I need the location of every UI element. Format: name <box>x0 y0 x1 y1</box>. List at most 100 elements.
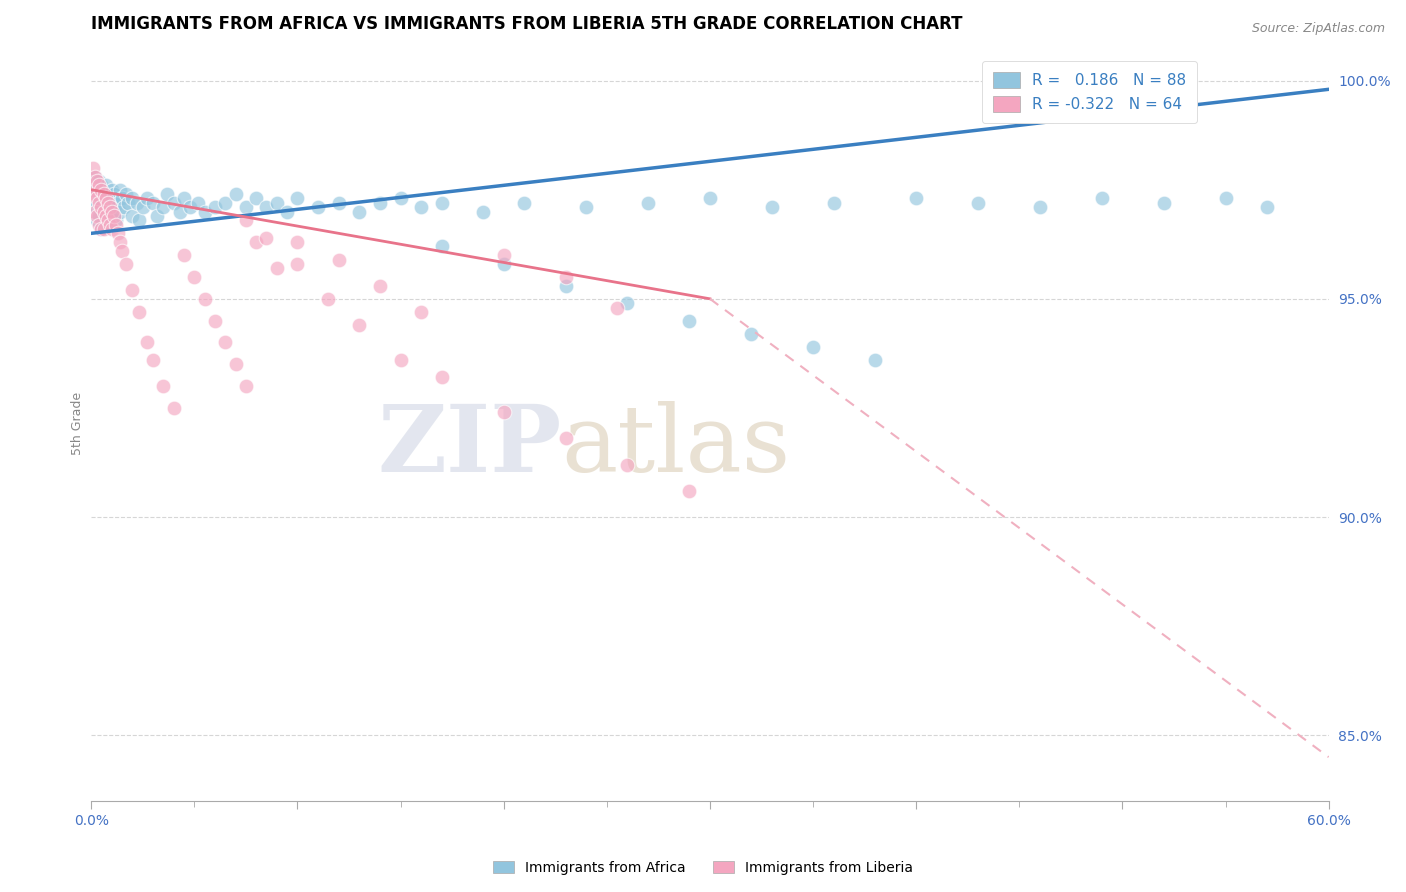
Point <box>389 191 412 205</box>
Point <box>266 195 288 210</box>
Point <box>93 183 115 197</box>
Point <box>98 218 121 232</box>
Point <box>156 187 179 202</box>
Point <box>108 235 131 249</box>
Point <box>328 252 350 267</box>
Point <box>82 161 104 175</box>
Point <box>492 248 515 262</box>
Point <box>163 401 186 415</box>
Point <box>82 183 104 197</box>
Point <box>740 326 762 341</box>
Point <box>121 209 143 223</box>
Point <box>94 178 117 193</box>
Point <box>115 187 138 202</box>
Point <box>93 204 115 219</box>
Point <box>94 191 117 205</box>
Point <box>616 458 638 472</box>
Point <box>173 191 195 205</box>
Point <box>307 200 329 214</box>
Point <box>492 257 515 271</box>
Point <box>90 183 112 197</box>
Point <box>606 301 628 315</box>
Point <box>276 204 298 219</box>
Point <box>430 239 453 253</box>
Point <box>82 183 104 197</box>
Point <box>89 218 111 232</box>
Point <box>1256 200 1278 214</box>
Point <box>94 200 117 214</box>
Point <box>89 191 111 205</box>
Point <box>104 191 127 205</box>
Point <box>98 191 121 205</box>
Point <box>107 227 129 241</box>
Point <box>411 200 433 214</box>
Point <box>111 191 134 205</box>
Point <box>90 195 112 210</box>
Point <box>90 222 112 236</box>
Point <box>637 195 659 210</box>
Point <box>173 248 195 262</box>
Point <box>94 218 117 232</box>
Point <box>125 195 148 210</box>
Point <box>225 187 247 202</box>
Point <box>84 200 107 214</box>
Point <box>101 204 124 219</box>
Point <box>245 235 267 249</box>
Point <box>103 204 125 219</box>
Point <box>187 195 209 210</box>
Point <box>256 200 278 214</box>
Point <box>128 213 150 227</box>
Point <box>84 204 107 219</box>
Point <box>103 187 125 202</box>
Point <box>135 335 157 350</box>
Point <box>761 200 783 214</box>
Point <box>169 204 191 219</box>
Point <box>235 379 257 393</box>
Point <box>368 195 391 210</box>
Point <box>135 191 157 205</box>
Point <box>863 352 886 367</box>
Point <box>101 200 124 214</box>
Text: ZIP: ZIP <box>377 401 561 491</box>
Point <box>103 209 125 223</box>
Point <box>90 178 112 193</box>
Point <box>967 195 990 210</box>
Point <box>1091 191 1114 205</box>
Point <box>117 195 139 210</box>
Point <box>1029 200 1052 214</box>
Point <box>93 187 115 202</box>
Point <box>430 195 453 210</box>
Point <box>89 178 111 193</box>
Point <box>699 191 721 205</box>
Point <box>98 200 121 214</box>
Point <box>111 244 134 258</box>
Point <box>115 257 138 271</box>
Point <box>245 191 267 205</box>
Point <box>101 222 124 236</box>
Point <box>389 352 412 367</box>
Point <box>108 204 131 219</box>
Point <box>97 213 120 227</box>
Legend: R =   0.186   N = 88, R = -0.322   N = 64: R = 0.186 N = 88, R = -0.322 N = 64 <box>981 61 1198 123</box>
Point <box>194 204 217 219</box>
Text: Source: ZipAtlas.com: Source: ZipAtlas.com <box>1251 22 1385 36</box>
Point <box>89 174 111 188</box>
Point <box>179 200 201 214</box>
Point <box>89 209 111 223</box>
Point <box>214 335 236 350</box>
Point <box>318 292 340 306</box>
Point <box>146 209 169 223</box>
Point <box>112 200 135 214</box>
Point <box>801 340 824 354</box>
Point <box>368 278 391 293</box>
Point <box>204 313 226 327</box>
Point <box>214 195 236 210</box>
Point <box>94 209 117 223</box>
Point <box>349 318 371 332</box>
Point <box>97 195 120 210</box>
Point <box>86 209 108 223</box>
Point <box>89 195 111 210</box>
Point <box>194 292 217 306</box>
Point <box>90 200 112 214</box>
Y-axis label: 5th Grade: 5th Grade <box>72 392 84 455</box>
